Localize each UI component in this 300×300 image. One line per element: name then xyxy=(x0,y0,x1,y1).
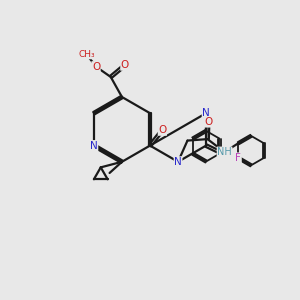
Text: N: N xyxy=(174,157,182,167)
Text: CH₃: CH₃ xyxy=(78,50,95,59)
Text: O: O xyxy=(92,62,100,72)
Text: O: O xyxy=(219,149,227,159)
Text: O: O xyxy=(158,125,166,135)
Text: O: O xyxy=(204,117,212,127)
Text: O: O xyxy=(121,60,129,70)
Text: F: F xyxy=(236,153,241,163)
Text: N: N xyxy=(202,108,210,118)
Text: NH: NH xyxy=(217,147,232,157)
Text: N: N xyxy=(90,141,98,151)
